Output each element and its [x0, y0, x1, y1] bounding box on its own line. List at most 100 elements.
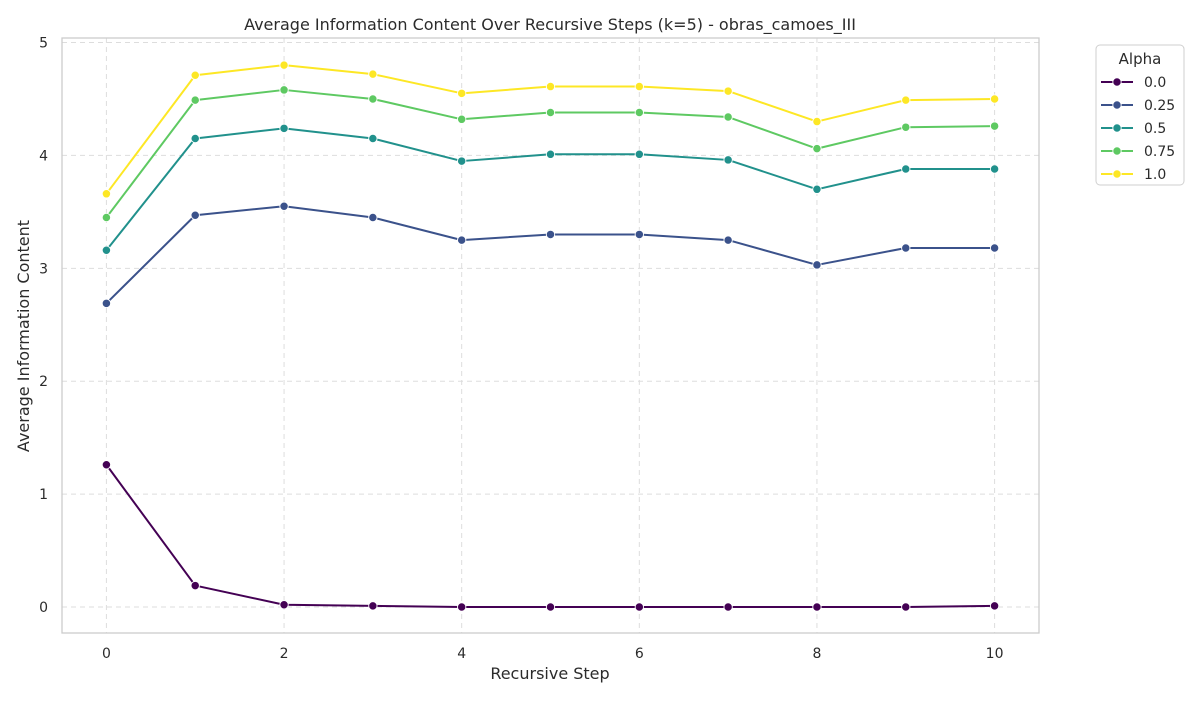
data-point — [812, 260, 822, 270]
legend-label: 0.75 — [1144, 144, 1175, 160]
data-point — [101, 298, 112, 308]
legend-marker-swatch — [1112, 123, 1122, 133]
data-point — [634, 229, 644, 240]
data-point — [989, 121, 1000, 131]
legend-label: 0.0 — [1144, 75, 1166, 91]
data-point — [457, 156, 467, 166]
data-point — [812, 184, 822, 194]
data-point — [723, 86, 733, 96]
data-point — [901, 95, 911, 105]
data-point — [368, 212, 378, 223]
data-point — [457, 114, 467, 124]
data-point — [279, 60, 289, 70]
data-point — [723, 235, 733, 245]
x-tick-label: 0 — [102, 646, 111, 662]
legend-label: 1.0 — [1144, 167, 1166, 183]
x-tick-label: 2 — [280, 646, 289, 662]
legend: Alpha 0.0 0.25 0.5 0.75 1.0 — [1095, 44, 1185, 186]
data-point — [190, 210, 200, 220]
y-tick-label: 5 — [39, 36, 48, 52]
data-point — [545, 229, 556, 240]
data-point — [723, 602, 733, 612]
x-tick-label: 8 — [812, 646, 821, 662]
data-point — [368, 133, 378, 144]
series-line — [105, 463, 996, 609]
chart-title: Average Information Content Over Recursi… — [244, 15, 856, 35]
series-line — [105, 205, 996, 305]
data-point — [901, 243, 911, 253]
data-point — [190, 133, 200, 144]
data-point — [901, 164, 911, 174]
legend-item: 0.75 — [1101, 144, 1175, 160]
data-point — [634, 149, 644, 159]
x-tick-label: 10 — [986, 646, 1004, 662]
series-alpha-1-0 — [101, 60, 1000, 199]
data-point — [190, 95, 200, 105]
y-tick-label: 4 — [39, 148, 48, 164]
x-tick-label: 4 — [457, 646, 466, 662]
grid-lines — [62, 38, 1039, 633]
data-point — [812, 602, 822, 612]
legend-item: 0.5 — [1101, 121, 1166, 137]
data-point — [989, 164, 1000, 174]
data-point — [989, 94, 1000, 104]
series-alpha-0-25 — [101, 201, 1000, 308]
legend-items: 0.0 0.25 0.5 0.75 1.0 — [1101, 75, 1175, 183]
y-tick-label: 3 — [39, 261, 48, 277]
legend-marker-swatch — [1112, 146, 1122, 156]
legend-item: 0.25 — [1101, 98, 1175, 114]
data-point — [457, 88, 467, 98]
y-tick-label: 2 — [39, 374, 48, 390]
data-point — [190, 580, 200, 591]
series-alpha-0-75 — [101, 85, 1000, 223]
data-point — [989, 243, 1000, 253]
data-point — [634, 81, 644, 92]
legend-marker-swatch — [1112, 100, 1122, 110]
data-point — [279, 85, 289, 95]
plot-area-frame — [61, 37, 1040, 634]
legend-item: 0.0 — [1101, 75, 1166, 91]
y-tick-label: 0 — [39, 600, 48, 616]
data-point — [279, 600, 289, 610]
data-point — [901, 602, 911, 612]
series-layer — [101, 60, 1000, 612]
data-point — [812, 143, 822, 154]
legend-marker-swatch — [1112, 77, 1122, 87]
y-tick-label: 1 — [39, 487, 48, 503]
y-axis-label: Average Information Content — [14, 220, 33, 452]
legend-label: 0.25 — [1144, 98, 1175, 114]
series-alpha-0-0 — [101, 460, 1000, 612]
data-point — [989, 601, 1000, 611]
data-point — [101, 189, 112, 199]
data-point — [279, 123, 289, 133]
x-axis-label: Recursive Step — [490, 664, 609, 683]
data-point — [634, 602, 644, 612]
data-point — [457, 602, 467, 612]
data-point — [368, 601, 378, 611]
legend-title: Alpha — [1119, 50, 1162, 68]
data-point — [634, 107, 644, 118]
data-point — [368, 69, 378, 79]
data-point — [101, 245, 112, 255]
series-alpha-0-5 — [101, 123, 1000, 255]
data-point — [457, 235, 467, 245]
data-point — [545, 149, 556, 159]
data-point — [901, 122, 911, 132]
data-point — [545, 107, 556, 118]
data-point — [723, 155, 733, 165]
data-point — [190, 70, 200, 80]
data-point — [812, 116, 822, 127]
legend-marker-swatch — [1112, 169, 1122, 179]
data-point — [101, 212, 112, 223]
legend-label: 0.5 — [1144, 121, 1166, 137]
data-point — [368, 94, 378, 104]
tick-labels: 0 2 4 6 8 10 0 1 2 3 4 5 — [39, 36, 1003, 662]
data-point — [723, 112, 733, 122]
data-point — [101, 460, 112, 470]
legend-item: 1.0 — [1101, 167, 1166, 183]
x-tick-label: 6 — [635, 646, 644, 662]
data-point — [545, 81, 556, 92]
data-point — [545, 602, 556, 612]
